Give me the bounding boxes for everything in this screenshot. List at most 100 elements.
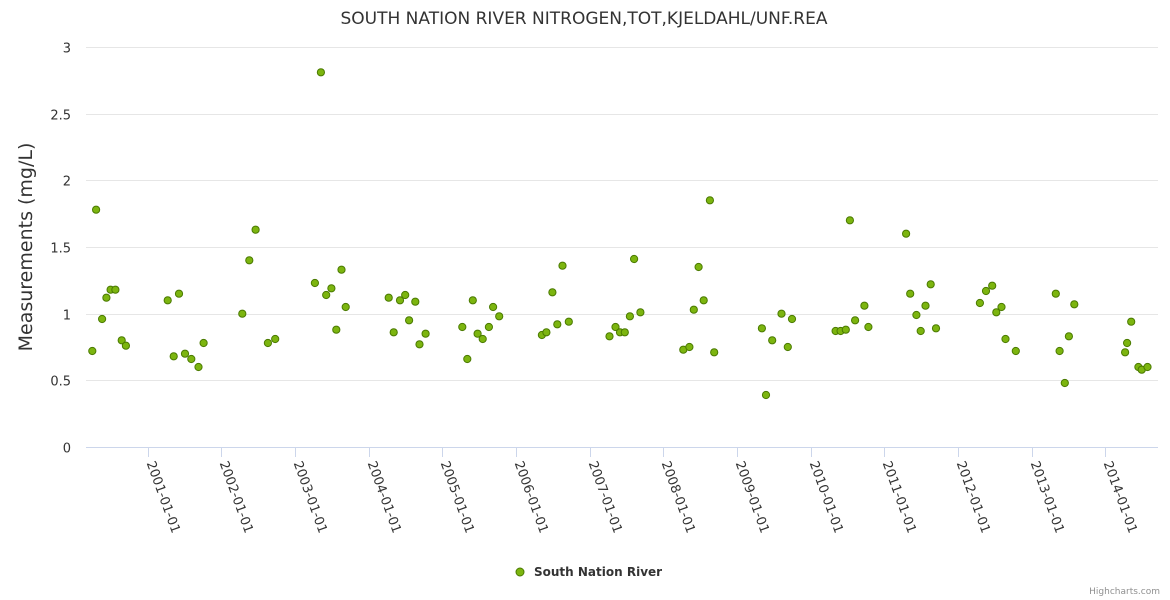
data-point[interactable] [187,354,196,364]
data-point[interactable] [495,312,504,321]
data-point[interactable] [1123,338,1132,348]
data-point[interactable] [395,296,405,305]
data-point[interactable] [1011,346,1020,356]
data-point[interactable] [783,342,792,352]
data-point[interactable] [921,301,930,310]
data-point[interactable] [310,278,319,288]
data-point[interactable] [489,302,498,312]
data-point[interactable] [484,322,493,332]
data-point[interactable] [473,329,482,338]
data-point[interactable] [117,336,126,345]
data-point[interactable] [316,68,325,77]
data-point[interactable] [761,390,771,400]
data-point[interactable] [1064,332,1074,341]
data-point[interactable] [180,349,190,358]
data-point[interactable] [405,316,414,325]
data-point[interactable] [605,332,614,341]
data-point[interactable] [121,341,131,350]
data-point[interactable] [757,324,767,333]
data-point[interactable] [251,225,260,234]
data-point[interactable] [458,322,467,332]
data-point[interactable] [777,309,786,318]
data-point[interactable] [1055,346,1064,356]
data-point[interactable] [902,229,911,238]
data-point[interactable] [322,290,331,300]
data-point[interactable] [1121,348,1130,357]
data-point[interactable] [926,280,935,289]
data-point[interactable] [468,296,477,305]
credits-link[interactable]: Highcharts.com [1089,587,1160,597]
x-tick-label: 2003-01-01 [290,459,330,535]
data-point[interactable] [163,296,172,305]
data-point[interactable] [478,334,487,344]
y-tick-label: 1.5 [50,242,71,257]
data-point[interactable] [912,310,921,320]
data-point[interactable] [636,308,645,317]
data-point[interactable] [988,281,997,290]
data-point[interactable] [931,324,941,333]
data-point[interactable] [916,326,925,336]
data-point[interactable] [1143,362,1152,372]
data-point[interactable] [327,284,336,293]
data-point[interactable] [906,289,915,298]
data-point[interactable] [102,293,111,302]
data-point[interactable] [421,329,430,338]
data-point[interactable] [997,302,1006,312]
data-point[interactable] [620,328,629,337]
data-point[interactable] [263,338,272,348]
data-point[interactable] [864,322,873,332]
data-point[interactable] [463,354,472,364]
y-tick-label: 0.5 [50,375,71,390]
data-point[interactable] [384,293,393,302]
data-point[interactable] [194,362,203,372]
data-point[interactable] [401,290,410,300]
data-point[interactable] [710,348,719,357]
data-point[interactable] [845,216,855,225]
data-point[interactable] [564,317,573,326]
data-point[interactable] [332,325,341,334]
data-point[interactable] [1060,378,1069,388]
data-point[interactable] [415,340,424,349]
data-point[interactable] [238,309,247,318]
y-tick-label: 2 [63,175,71,190]
data-point[interactable] [699,296,708,305]
data-point[interactable] [271,334,280,344]
data-point[interactable] [88,346,97,356]
data-point[interactable] [558,261,567,270]
data-point[interactable] [787,314,797,324]
data-point[interactable] [694,262,703,272]
data-point[interactable] [98,314,107,324]
data-point[interactable] [975,298,985,308]
data-point[interactable] [169,352,178,361]
data-point[interactable] [199,338,208,348]
data-point[interactable] [92,205,101,214]
data-point[interactable] [542,328,551,337]
data-point[interactable] [341,302,350,312]
data-point[interactable] [411,297,420,306]
data-point[interactable] [860,301,869,310]
data-point[interactable] [174,289,184,298]
data-point[interactable] [689,305,698,314]
data-point[interactable] [553,320,562,329]
data-point[interactable] [1070,300,1079,309]
data-point[interactable] [337,265,346,274]
data-point[interactable] [705,196,715,205]
data-point[interactable] [245,256,254,265]
x-tick-label: 2011-01-01 [879,459,919,535]
data-point[interactable] [389,328,398,337]
data-point[interactable] [981,286,991,296]
data-point[interactable] [548,288,557,297]
data-point[interactable] [1127,317,1136,326]
data-point[interactable] [625,312,635,321]
data-point[interactable] [611,322,620,332]
data-point[interactable] [768,336,777,345]
legend[interactable]: South Nation River [515,565,662,579]
data-point[interactable] [841,325,850,334]
data-point[interactable] [992,308,1001,317]
data-point[interactable] [630,254,639,264]
data-point[interactable] [1051,289,1060,298]
data-point[interactable] [111,285,120,294]
data-point[interactable] [1001,334,1010,344]
data-point[interactable] [685,342,694,352]
data-point[interactable] [851,316,860,325]
